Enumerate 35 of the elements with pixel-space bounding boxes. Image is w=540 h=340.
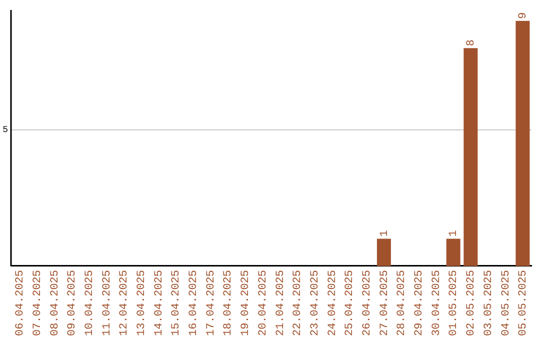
- data-label: 1: [448, 230, 460, 237]
- x-tick-label: 13.04.2025: [136, 270, 148, 336]
- x-tick-label: 03.05.2025: [482, 270, 495, 336]
- x-tick-label: 04.05.2025: [500, 270, 512, 336]
- x-tick-label: 05.05.2025: [518, 270, 530, 336]
- x-tick-label: 26.04.2025: [361, 270, 374, 336]
- x-tick-label: 15.04.2025: [170, 270, 183, 336]
- x-tick-label: 10.04.2025: [84, 270, 96, 336]
- x-tick-label: 30.04.2025: [430, 270, 443, 336]
- data-label: 9: [518, 12, 530, 19]
- x-tick-label: 17.04.2025: [205, 270, 218, 336]
- x-tick-label: 19.04.2025: [240, 270, 252, 336]
- x-tick-label: 01.05.2025: [448, 270, 460, 336]
- x-tick-label: 11.04.2025: [101, 270, 114, 336]
- x-tick-label: 27.04.2025: [378, 270, 391, 336]
- data-label: 8: [466, 40, 478, 46]
- x-tick-label: 25.04.2025: [344, 270, 356, 336]
- x-tick-label: 29.04.2025: [414, 270, 426, 336]
- x-tick-label: 23.04.2025: [309, 270, 322, 336]
- x-tick-label: 28.04.2025: [396, 270, 408, 336]
- x-tick-label: 16.04.2025: [188, 270, 200, 336]
- x-tick-label: 21.04.2025: [274, 270, 287, 336]
- x-tick-label: 24.04.2025: [326, 270, 339, 336]
- x-tick-label: 20.04.2025: [257, 270, 270, 336]
- x-tick-label: 14.04.2025: [153, 270, 166, 336]
- x-tick-label: 12.04.2025: [118, 270, 131, 336]
- ref-line-label: 5: [2, 125, 8, 136]
- x-tick-label: 09.04.2025: [66, 270, 79, 336]
- x-tick-label: 07.04.2025: [32, 270, 44, 336]
- x-tick-label: 02.05.2025: [466, 270, 478, 336]
- x-tick-label: 08.04.2025: [49, 270, 62, 336]
- data-label: 1: [378, 230, 391, 237]
- x-tick-label: 06.04.2025: [14, 270, 27, 336]
- x-tick-label: 22.04.2025: [292, 270, 304, 336]
- x-tick-label: 18.04.2025: [222, 270, 235, 336]
